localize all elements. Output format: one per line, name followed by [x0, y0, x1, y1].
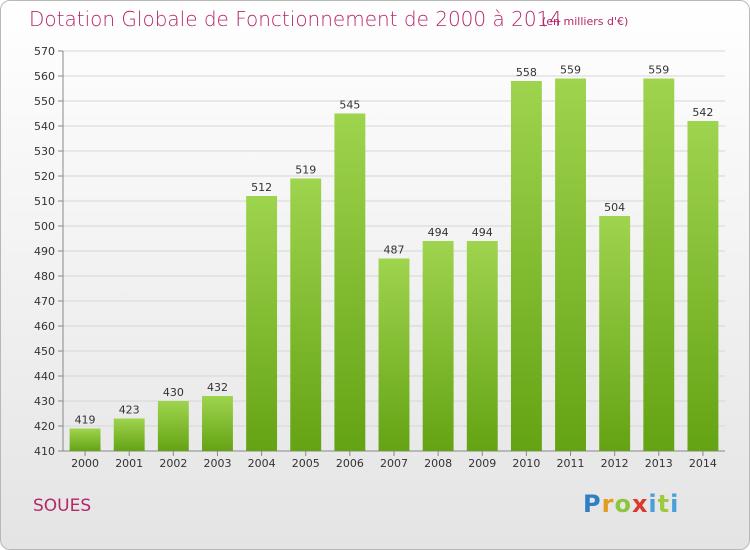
logo-letter: r	[601, 490, 615, 518]
place-name: SOUES	[33, 496, 92, 516]
data-label: 519	[295, 164, 316, 177]
bar	[466, 241, 498, 451]
x-tick-label: 2000	[71, 457, 99, 470]
x-tick-label: 2005	[292, 457, 320, 470]
x-tick-label: 2004	[248, 457, 276, 470]
data-label: 512	[251, 181, 272, 194]
proxiti-logo: Proxiti	[583, 490, 679, 518]
y-tick-label: 430	[34, 395, 55, 408]
x-tick-label: 2006	[336, 457, 364, 470]
y-axis: 410 420 430 440 450 460 470 480 490 500 510 520 530 5…	[34, 45, 55, 458]
y-tick-label: 520	[34, 170, 55, 183]
data-label: 430	[163, 386, 184, 399]
y-tick-label: 460	[34, 320, 55, 333]
data-label: 558	[516, 66, 537, 79]
bar	[378, 258, 410, 451]
bar	[290, 178, 322, 451]
x-tick-label: 2007	[380, 457, 408, 470]
logo-letter: t	[657, 490, 671, 518]
data-label: 559	[560, 64, 581, 77]
data-label: 419	[75, 414, 96, 427]
data-label: 423	[119, 404, 140, 417]
y-tick-label: 530	[34, 145, 55, 158]
y-tick-label: 420	[34, 420, 55, 433]
x-tick-label: 2014	[689, 457, 717, 470]
x-axis: 2000 2001 2002 2003 2004 2005 2006 2007 2008 2009…	[71, 451, 717, 470]
x-tick-label: 2001	[115, 457, 143, 470]
y-tick-label: 480	[34, 270, 55, 283]
y-tick-label: 510	[34, 195, 55, 208]
x-tick-label: 2009	[468, 457, 496, 470]
y-tick-label: 560	[34, 70, 55, 83]
x-tick-label: 2013	[645, 457, 673, 470]
bars: 419 423 430 432 512 519 545 487 494 494 558 559 504 5…	[69, 64, 719, 451]
bar	[510, 81, 542, 451]
logo-letter: i	[648, 490, 658, 518]
x-tick-label: 2010	[512, 457, 540, 470]
x-tick-label: 2012	[601, 457, 629, 470]
logo-letter: o	[614, 490, 632, 518]
logo-letter: x	[631, 490, 649, 518]
y-tick-label: 500	[34, 220, 55, 233]
y-tick-label: 410	[34, 445, 55, 458]
bar	[202, 396, 233, 451]
y-tick-label: 540	[34, 120, 55, 133]
x-tick-label: 2008	[424, 457, 452, 470]
logo-letter: i	[670, 490, 680, 518]
y-tick-label: 440	[34, 370, 55, 383]
y-tick-label: 450	[34, 345, 55, 358]
bar	[157, 401, 189, 451]
data-label: 559	[648, 64, 669, 77]
data-label: 494	[472, 226, 493, 239]
data-label: 494	[428, 226, 449, 239]
bar	[422, 241, 454, 451]
logo-letter: P	[583, 490, 602, 518]
y-tick-label: 470	[34, 295, 55, 308]
data-label: 542	[692, 106, 713, 119]
data-label: 487	[384, 244, 405, 257]
bar	[687, 121, 719, 451]
bar	[246, 196, 278, 451]
x-tick-label: 2003	[203, 457, 231, 470]
bar	[555, 78, 586, 451]
y-tick-label: 490	[34, 245, 55, 258]
chart-title: Dotation Globale de Fonctionnement de 20…	[29, 7, 562, 31]
data-label: 545	[339, 99, 360, 112]
x-tick-label: 2002	[159, 457, 187, 470]
bar	[643, 78, 675, 451]
y-tick-label: 550	[34, 95, 55, 108]
bar	[334, 113, 366, 451]
bar	[599, 216, 631, 451]
data-label: 432	[207, 381, 228, 394]
bar	[69, 428, 101, 451]
y-tick-label: 570	[34, 45, 55, 58]
x-tick-label: 2011	[557, 457, 585, 470]
data-label: 504	[604, 201, 625, 214]
bar	[113, 418, 145, 451]
chart-subtitle: (en milliers d'€)	[542, 15, 629, 28]
